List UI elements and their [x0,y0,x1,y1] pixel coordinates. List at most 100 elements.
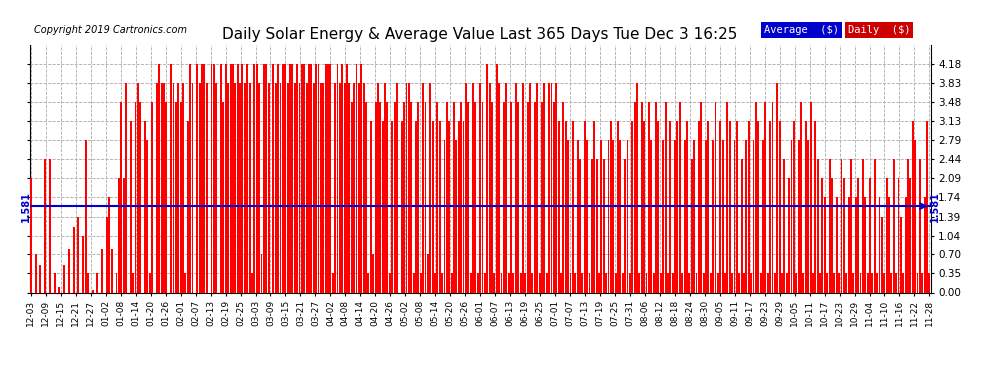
Bar [465,83,467,292]
Bar [743,273,744,292]
Bar [467,102,469,292]
Bar [700,102,702,292]
Bar [669,122,671,292]
Bar [584,122,586,292]
Bar [890,273,892,292]
Bar [151,102,153,292]
Bar [698,122,700,292]
Bar [279,83,281,292]
Bar [791,140,792,292]
Bar [201,64,203,292]
Bar [92,290,94,292]
Bar [403,102,405,292]
Bar [862,159,864,292]
Bar [686,122,688,292]
Bar [722,140,724,292]
Bar [442,273,444,292]
Bar [522,83,524,292]
Bar [603,159,605,292]
Bar [189,64,191,292]
Bar [641,102,643,292]
Bar [72,227,74,292]
Bar [902,273,904,292]
Bar [318,64,320,292]
Text: 1.581: 1.581 [931,190,940,222]
Bar [450,273,452,292]
Bar [45,159,47,292]
Bar [240,83,241,292]
Bar [548,83,550,292]
Bar [425,102,427,292]
Bar [857,178,859,292]
Bar [634,102,636,292]
Bar [544,83,545,292]
Bar [96,273,98,292]
Bar [781,273,783,292]
Bar [552,102,554,292]
Bar [196,64,198,292]
Bar [510,102,512,292]
Bar [460,102,462,292]
Bar [457,122,459,292]
Bar [569,273,571,292]
Bar [845,273,847,292]
Bar [330,64,332,292]
Bar [165,102,167,292]
Bar [929,273,931,292]
Bar [204,64,205,292]
Bar [430,83,432,292]
Bar [367,273,369,292]
Bar [876,273,878,292]
Bar [841,159,842,292]
Bar [448,122,450,292]
Bar [106,216,108,292]
Bar [625,159,626,292]
Bar [275,83,276,292]
Bar [839,273,841,292]
Bar [912,122,914,292]
Bar [247,64,248,292]
Bar [501,273,503,292]
Bar [394,102,396,292]
Bar [282,64,284,292]
Bar [783,159,785,292]
Bar [822,178,824,292]
Bar [736,122,738,292]
Bar [745,140,747,292]
Bar [807,140,809,292]
Bar [729,122,731,292]
Bar [676,122,678,292]
Bar [320,83,322,292]
Bar [408,83,410,292]
Bar [769,122,771,292]
Bar [230,64,232,292]
Bar [831,178,833,292]
Bar [299,83,300,292]
Bar [160,83,162,292]
Bar [662,140,664,292]
Bar [779,122,780,292]
Bar [734,140,736,292]
Text: Average  ($): Average ($) [764,25,839,35]
Bar [301,64,303,292]
Bar [532,273,534,292]
Bar [503,102,505,292]
Bar [810,102,812,292]
Bar [125,83,127,292]
Bar [650,140,652,292]
Bar [130,122,132,292]
Bar [888,197,890,292]
Bar [68,249,70,292]
Bar [741,159,742,292]
Bar [759,273,761,292]
Bar [484,273,486,292]
Bar [696,273,697,292]
Bar [608,140,610,292]
Bar [432,122,434,292]
Bar [724,273,726,292]
Bar [557,122,559,292]
Bar [757,122,759,292]
Bar [688,273,690,292]
Bar [289,64,291,292]
Bar [525,273,527,292]
